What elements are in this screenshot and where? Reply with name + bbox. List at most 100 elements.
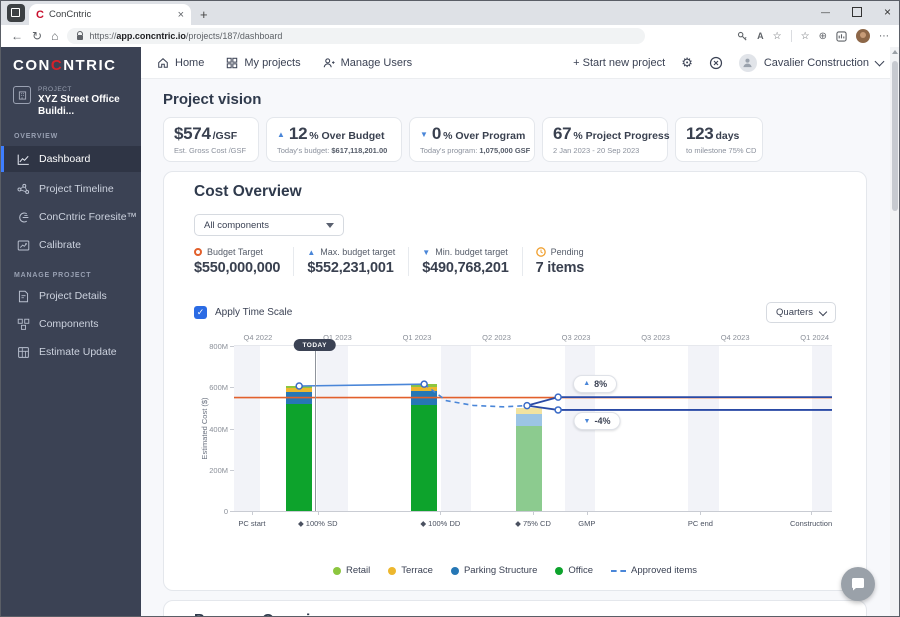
bar-segment-terrace[interactable] bbox=[411, 386, 438, 391]
kpi-card-over-budget: ▲ 12% Over Budget Today's budget: $617,11… bbox=[266, 117, 402, 162]
browser-tab[interactable]: C ConCntric × bbox=[29, 4, 191, 25]
back-icon[interactable]: ← bbox=[11, 29, 23, 43]
down-triangle-icon: ▼ bbox=[422, 247, 431, 257]
legend-item-terrace[interactable]: Terrace bbox=[388, 565, 433, 576]
bar-segment-office[interactable] bbox=[286, 404, 313, 511]
close-tab-icon[interactable]: × bbox=[177, 8, 184, 21]
project-label: PROJECT bbox=[38, 86, 72, 93]
tab-actions-icon[interactable] bbox=[7, 4, 25, 22]
chart-controls: ✓ Apply Time Scale Quarters bbox=[194, 302, 836, 323]
nav-home[interactable]: Home bbox=[157, 57, 204, 69]
settings-more-icon[interactable]: ⋯ bbox=[879, 30, 889, 42]
apply-time-scale-checkbox[interactable]: ✓ bbox=[194, 306, 207, 319]
x-axis-tick-mark bbox=[700, 511, 702, 515]
scrollbar-up-arrow[interactable] bbox=[891, 50, 898, 54]
browser-essentials-icon[interactable] bbox=[836, 30, 847, 42]
estimate-point-marker[interactable] bbox=[554, 406, 562, 414]
key-icon[interactable] bbox=[737, 31, 748, 42]
project-selector[interactable]: PROJECT XYZ Street Office Buildi... bbox=[1, 74, 141, 117]
bar-segment-office[interactable] bbox=[515, 425, 542, 511]
estimate-point-marker[interactable] bbox=[523, 401, 531, 410]
gear-icon[interactable]: ⚙ bbox=[681, 55, 693, 70]
time-scale-dropdown[interactable]: Quarters bbox=[766, 302, 836, 323]
legend-dot-swatch bbox=[332, 566, 341, 575]
org-menu[interactable]: Cavalier Construction bbox=[738, 53, 885, 72]
timeline-nodes-icon bbox=[17, 183, 30, 194]
chevron-down-icon bbox=[818, 307, 828, 316]
new-tab-button[interactable]: + bbox=[200, 7, 208, 22]
start-new-project-button[interactable]: + Start new project bbox=[573, 56, 666, 69]
support-icon[interactable] bbox=[709, 56, 723, 70]
bar-segment-terrace[interactable] bbox=[515, 408, 542, 415]
bar-segment-office[interactable] bbox=[411, 405, 438, 511]
y-axis-tick-mark bbox=[230, 387, 234, 389]
nav-my-projects[interactable]: My projects bbox=[226, 57, 301, 69]
milestone-label: ◆ 75% CD bbox=[515, 519, 551, 528]
section-overview-label: OVERVIEW bbox=[14, 133, 59, 140]
apply-time-scale-label: Apply Time Scale bbox=[215, 307, 293, 318]
sidebar-item-estimate-update[interactable]: Estimate Update bbox=[1, 341, 141, 363]
estimate-point-marker[interactable] bbox=[420, 380, 428, 388]
sidebar-item-foresite[interactable]: ConCntric Foresite™ bbox=[1, 206, 141, 228]
legend-dot-swatch bbox=[555, 566, 564, 575]
legend-item-office[interactable]: Office bbox=[555, 565, 593, 576]
scrollbar-thumb[interactable] bbox=[891, 61, 898, 211]
y-axis-tick-mark bbox=[230, 511, 234, 512]
sidebar-item-project-timeline[interactable]: Project Timeline bbox=[1, 178, 141, 200]
y-axis-tick-label: 600M bbox=[209, 383, 228, 393]
url-field[interactable]: https://app.concntric.io/projects/187/da… bbox=[67, 28, 646, 44]
down-triangle-icon: ▼ bbox=[583, 417, 591, 425]
browser-tab-strip: C ConCntric × + — × bbox=[1, 1, 899, 25]
sidebar-item-project-details[interactable]: Project Details bbox=[1, 285, 141, 307]
collections-icon[interactable]: ⊕ bbox=[818, 30, 827, 42]
y-axis-tick-mark bbox=[230, 469, 234, 471]
x-axis-tick-mark bbox=[586, 511, 588, 515]
sidebar-item-calibrate[interactable]: Calibrate bbox=[1, 234, 141, 256]
legend-item-retail[interactable]: Retail bbox=[332, 565, 370, 576]
stacked-bar-75-cd[interactable] bbox=[515, 346, 542, 511]
up-triangle-icon: ▲ bbox=[307, 247, 316, 257]
org-name: Cavalier Construction bbox=[763, 56, 869, 69]
program-overview-title: Program Overview bbox=[194, 612, 836, 616]
component-filter-dropdown[interactable]: All components bbox=[194, 214, 344, 236]
legend-dash-swatch bbox=[611, 569, 626, 572]
favorites-bar-icon[interactable]: ☆ bbox=[800, 30, 810, 42]
bar-segment-terrace[interactable] bbox=[286, 388, 313, 393]
nav-manage-users[interactable]: Manage Users bbox=[323, 57, 412, 69]
logo-c-mark: C bbox=[50, 57, 64, 74]
delta-annotation-up[interactable]: ▲ 8% bbox=[573, 374, 618, 393]
estimate-point-marker[interactable] bbox=[554, 393, 562, 401]
min-budget-fan-line bbox=[526, 404, 832, 411]
chat-button[interactable] bbox=[841, 567, 875, 601]
read-aloud-icon[interactable]: A bbox=[757, 31, 764, 41]
browser-profile-avatar[interactable] bbox=[856, 29, 870, 43]
bar-segment-parking_structure[interactable] bbox=[515, 414, 542, 426]
chart-plot-area: Estimated Cost ($) Q4 2022 Q1 2023 Q1 2023… bbox=[200, 333, 832, 528]
milestone-label: PC start bbox=[238, 519, 266, 528]
url-path: /projects/187/dashboard bbox=[185, 31, 283, 41]
minimize-button[interactable]: — bbox=[820, 6, 830, 17]
legend-item-approved-items[interactable]: Approved items bbox=[611, 565, 697, 576]
estimate-point-marker[interactable] bbox=[295, 382, 303, 390]
refresh-icon[interactable]: ↻ bbox=[32, 29, 43, 43]
sidebar-item-components[interactable]: Components bbox=[1, 313, 141, 335]
divider bbox=[521, 247, 523, 276]
page-title: Project vision bbox=[163, 91, 262, 108]
browser-home-icon[interactable]: ⌂ bbox=[51, 29, 59, 43]
page-scrollbar[interactable] bbox=[890, 47, 899, 616]
address-bar-actions: A ☆ ☆ ⊕ ⋯ bbox=[737, 29, 889, 43]
projects-grid-icon bbox=[227, 57, 238, 68]
stacked-bar-100-dd[interactable] bbox=[411, 346, 438, 511]
favorite-star-icon[interactable]: ☆ bbox=[772, 30, 782, 42]
stat-pending: Pending 7 items bbox=[535, 247, 585, 276]
close-window-button[interactable]: × bbox=[883, 5, 891, 19]
up-triangle-icon: ▲ bbox=[583, 380, 591, 388]
y-axis-tick-mark bbox=[230, 428, 234, 430]
divider bbox=[790, 30, 792, 42]
legend-item-parking-structure[interactable]: Parking Structure bbox=[450, 565, 537, 576]
sidebar-item-dashboard[interactable]: Dashboard bbox=[1, 146, 141, 172]
plot-background-stripe bbox=[317, 346, 348, 511]
chart-lines-layer bbox=[234, 380, 832, 414]
delta-annotation-down[interactable]: ▼ -4% bbox=[573, 412, 621, 431]
maximize-button[interactable] bbox=[851, 7, 862, 17]
